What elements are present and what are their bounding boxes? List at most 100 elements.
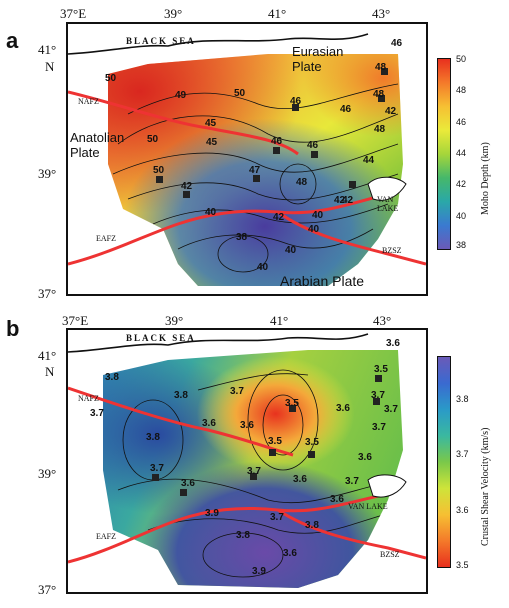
panel-letter-b: b (6, 316, 20, 341)
contour-label: 50 (234, 88, 246, 99)
colorbar-tick: 48 (456, 85, 467, 95)
colorbar-tick: 44 (456, 148, 467, 158)
contour-label: 45 (205, 118, 217, 129)
contour-label: 3.6 (283, 548, 297, 559)
arabian-plate-label: Arabian Plate (280, 273, 365, 289)
contour-label: 44 (363, 155, 375, 166)
van-lake (367, 176, 407, 201)
coastline (68, 33, 369, 55)
contour-label: 3.7 (230, 386, 244, 397)
contour-label: 40 (205, 207, 217, 218)
contour-label: 46 (307, 140, 319, 151)
contour-label: 45 (206, 137, 218, 148)
anatolian-plate-label: Anatolian Plate (70, 130, 125, 160)
contour-label: 46 (271, 136, 283, 147)
contour-label: 3.8 (174, 390, 188, 401)
nafz-label-b: NAFZ (78, 394, 99, 403)
bzsz-label-a: BZSZ (382, 246, 402, 255)
colorbar-tick: 3.5 (456, 560, 469, 570)
lat-tick-n: N (45, 364, 55, 379)
shear-velocity-surface (103, 350, 403, 588)
contour-label: 3.9 (252, 566, 266, 577)
contour-label: 3.7 (247, 466, 261, 477)
contour-label: 3.6 (293, 474, 307, 485)
contour-label: 3.6 (240, 420, 254, 431)
lon-tick-39: 39° (164, 6, 183, 21)
contour-label: 48 (374, 124, 386, 135)
contour-label: 50 (153, 165, 165, 176)
moho-colorbar-title: Moho Depth (km) (480, 142, 491, 215)
stations (156, 68, 388, 198)
contour-label: 42 (273, 212, 285, 223)
contour-label: 3.7 (372, 422, 386, 433)
contour-label: 3.5 (374, 364, 388, 375)
contour-label: 42 (342, 195, 354, 206)
contour-label: 3.5 (285, 398, 299, 409)
shear-velocity-colorbar (437, 356, 451, 568)
lon-tick-41: 41° (270, 313, 289, 328)
eurasian-plate-label: Eurasian Plate (292, 44, 344, 74)
lat-tick-n: N (45, 59, 55, 74)
bzsz-label-b: BZSZ (380, 550, 400, 559)
contour-label: 48 (373, 89, 385, 100)
contour-label: 48 (375, 62, 387, 73)
contour-label: 3.7 (270, 512, 284, 523)
contour-label: 40 (285, 245, 297, 256)
lon-tick-37: 37°E (60, 6, 87, 21)
contour-label: 3.7 (150, 463, 164, 474)
coastline (68, 333, 369, 353)
moho-map-svg (68, 33, 426, 286)
van-lake-label-a: VAN LAKE (377, 195, 399, 213)
colorbar-tick: 46 (456, 117, 467, 127)
nafz-label-a: NAFZ (78, 97, 99, 106)
moho-map (66, 22, 428, 296)
colorbar-tick: 3.6 (456, 505, 469, 515)
contour-label: 3.7 (371, 390, 385, 401)
nafz-fault (68, 386, 294, 457)
eafz-fault (68, 192, 389, 266)
lat-tick-41: 41° (38, 42, 57, 57)
contour-label: 3.9 (205, 508, 219, 519)
van-lake (367, 474, 407, 498)
contour-label: 3.6 (358, 452, 372, 463)
eafz-fault (68, 492, 389, 564)
contour-label: 3.8 (236, 530, 250, 541)
lon-tick-43: 43° (372, 6, 391, 21)
contour-label: 3.6 (181, 478, 195, 489)
bzsz-fault (277, 508, 426, 560)
contour-label: 46 (340, 104, 352, 115)
eafz-label-a: EAFZ (96, 234, 116, 243)
lat-tick-39: 39° (38, 166, 57, 181)
lon-tick-39: 39° (165, 313, 184, 328)
contour-label: 42 (181, 181, 193, 192)
contour-label: 3.8 (146, 432, 160, 443)
shear-velocity-map (66, 328, 428, 594)
panel-letter-a: a (6, 28, 19, 53)
contour-label: 38 (236, 232, 248, 243)
contour-label: 49 (175, 90, 187, 101)
colorbar-tick: 3.8 (456, 394, 469, 404)
stations (152, 375, 382, 496)
contour-label: 3.6 (336, 403, 350, 414)
contour-label: 50 (105, 73, 117, 84)
contour-label: 3.6 (330, 494, 344, 505)
contour-label: 46 (290, 96, 302, 107)
contour-label: 50 (147, 134, 159, 145)
colorbar-tick: 50 (456, 54, 467, 64)
colorbar-tick: 3.7 (456, 449, 469, 459)
contour-label: 3.6 (386, 338, 400, 349)
contour-label: 3.7 (384, 404, 398, 415)
contour-label: 40 (257, 262, 269, 273)
contour-label: 3.8 (105, 372, 119, 383)
contour-label: 3.7 (345, 476, 359, 487)
colorbar-tick: 42 (456, 179, 467, 189)
contour-label: 3.7 (90, 408, 104, 419)
contour-label: 42 (385, 106, 397, 117)
lon-tick-43: 43° (373, 313, 392, 328)
lat-tick-37: 37° (38, 286, 57, 301)
sea-label-a: BLACK SEA (126, 36, 196, 46)
lat-tick-37: 37° (38, 582, 57, 597)
colorbar-tick: 38 (456, 240, 467, 250)
van-lake-label-b: VAN LAKE (348, 502, 388, 511)
contour-label: 3.5 (305, 437, 319, 448)
